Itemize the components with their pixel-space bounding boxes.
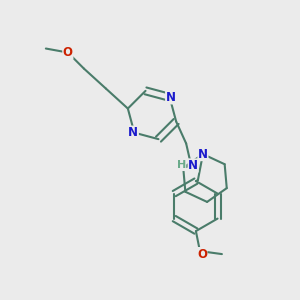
Text: O: O <box>197 248 207 261</box>
Text: H: H <box>176 160 186 170</box>
Text: O: O <box>63 46 73 59</box>
Text: N: N <box>128 126 138 139</box>
Text: N: N <box>188 159 198 172</box>
Text: N: N <box>198 148 208 160</box>
Text: N: N <box>166 91 176 104</box>
